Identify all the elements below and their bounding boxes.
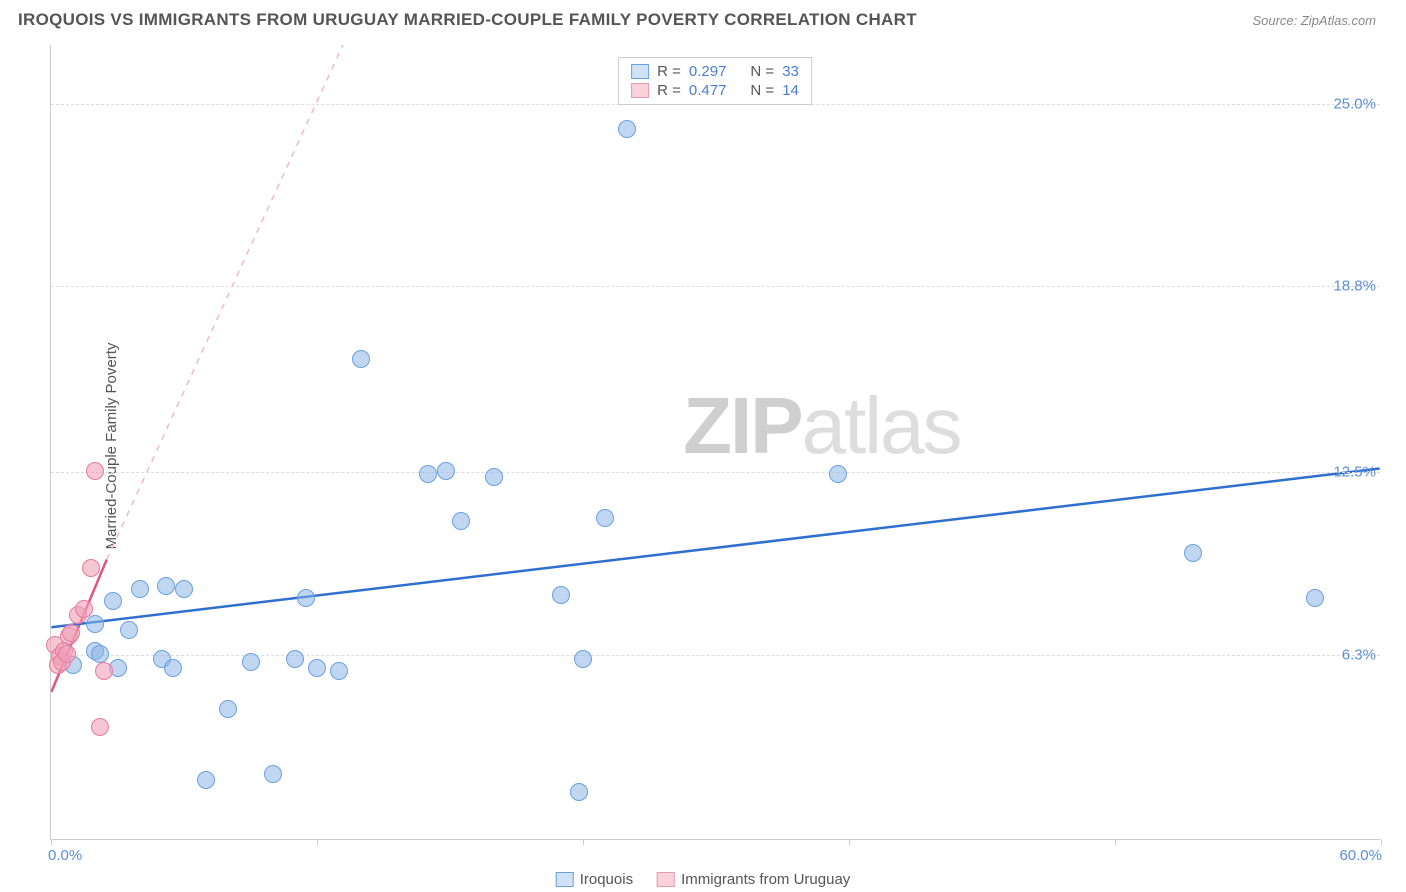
x-tick [317, 839, 318, 845]
data-point [86, 615, 104, 633]
x-tick [1381, 839, 1382, 845]
grid-line [51, 472, 1380, 473]
data-point [297, 589, 315, 607]
data-point [1306, 589, 1324, 607]
data-point [164, 659, 182, 677]
data-point [91, 718, 109, 736]
data-point [120, 621, 138, 639]
stats-box: R = 0.297 N = 33 R = 0.477 N = 14 [618, 57, 812, 105]
x-tick [51, 839, 52, 845]
stats-row: R = 0.297 N = 33 [631, 62, 799, 81]
data-point [242, 653, 260, 671]
n-label: N = [750, 63, 774, 80]
x-tick [1115, 839, 1116, 845]
data-point [286, 650, 304, 668]
chart-area: ZIPatlas 6.3% 12.5% 18.8% 25.0% R = 0.297 N =… [50, 45, 1380, 840]
data-point [157, 577, 175, 595]
r-value: 0.297 [689, 63, 727, 80]
y-tick-label: 12.5% [1333, 463, 1376, 480]
series-swatch [631, 64, 649, 79]
data-point [86, 462, 104, 480]
data-point [58, 645, 76, 663]
data-point [437, 462, 455, 480]
data-point [308, 659, 326, 677]
data-point [104, 592, 122, 610]
legend-item: Immigrants from Uruguay [657, 871, 850, 888]
data-point [62, 624, 80, 642]
n-value: 14 [782, 82, 799, 99]
data-point [175, 580, 193, 598]
n-value: 33 [782, 63, 799, 80]
r-label: R = [657, 63, 681, 80]
data-point [75, 600, 93, 618]
data-point [91, 645, 109, 663]
plot-area: ZIPatlas 6.3% 12.5% 18.8% 25.0% [50, 45, 1380, 840]
n-label: N = [750, 82, 774, 99]
legend-swatch [556, 872, 574, 887]
r-value: 0.477 [689, 82, 727, 99]
data-point [131, 580, 149, 598]
data-point [419, 465, 437, 483]
data-point [1184, 544, 1202, 562]
data-point [570, 783, 588, 801]
y-tick-label: 6.3% [1342, 646, 1376, 663]
grid-line [51, 286, 1380, 287]
stats-row: R = 0.477 N = 14 [631, 81, 799, 100]
x-min-label: 0.0% [48, 847, 82, 864]
data-point [618, 120, 636, 138]
y-tick-label: 25.0% [1333, 95, 1376, 112]
watermark: ZIPatlas [683, 380, 960, 472]
legend-label: Immigrants from Uruguay [681, 871, 850, 888]
data-point [552, 586, 570, 604]
data-point [82, 559, 100, 577]
trend-lines [51, 45, 1380, 839]
chart-title: IROQUOIS VS IMMIGRANTS FROM URUGUAY MARR… [18, 10, 917, 30]
data-point [596, 509, 614, 527]
series-swatch [631, 83, 649, 98]
data-point [264, 765, 282, 783]
data-point [452, 512, 470, 530]
legend: Iroquois Immigrants from Uruguay [556, 871, 851, 888]
data-point [485, 468, 503, 486]
x-tick [583, 839, 584, 845]
data-point [829, 465, 847, 483]
legend-item: Iroquois [556, 871, 633, 888]
r-label: R = [657, 82, 681, 99]
source-label: Source: ZipAtlas.com [1252, 13, 1376, 28]
x-tick [849, 839, 850, 845]
legend-label: Iroquois [580, 871, 633, 888]
legend-swatch [657, 872, 675, 887]
data-point [330, 662, 348, 680]
data-point [219, 700, 237, 718]
data-point [352, 350, 370, 368]
data-point [197, 771, 215, 789]
data-point [95, 662, 113, 680]
x-max-label: 60.0% [1339, 847, 1382, 864]
y-tick-label: 18.8% [1333, 278, 1376, 295]
data-point [574, 650, 592, 668]
